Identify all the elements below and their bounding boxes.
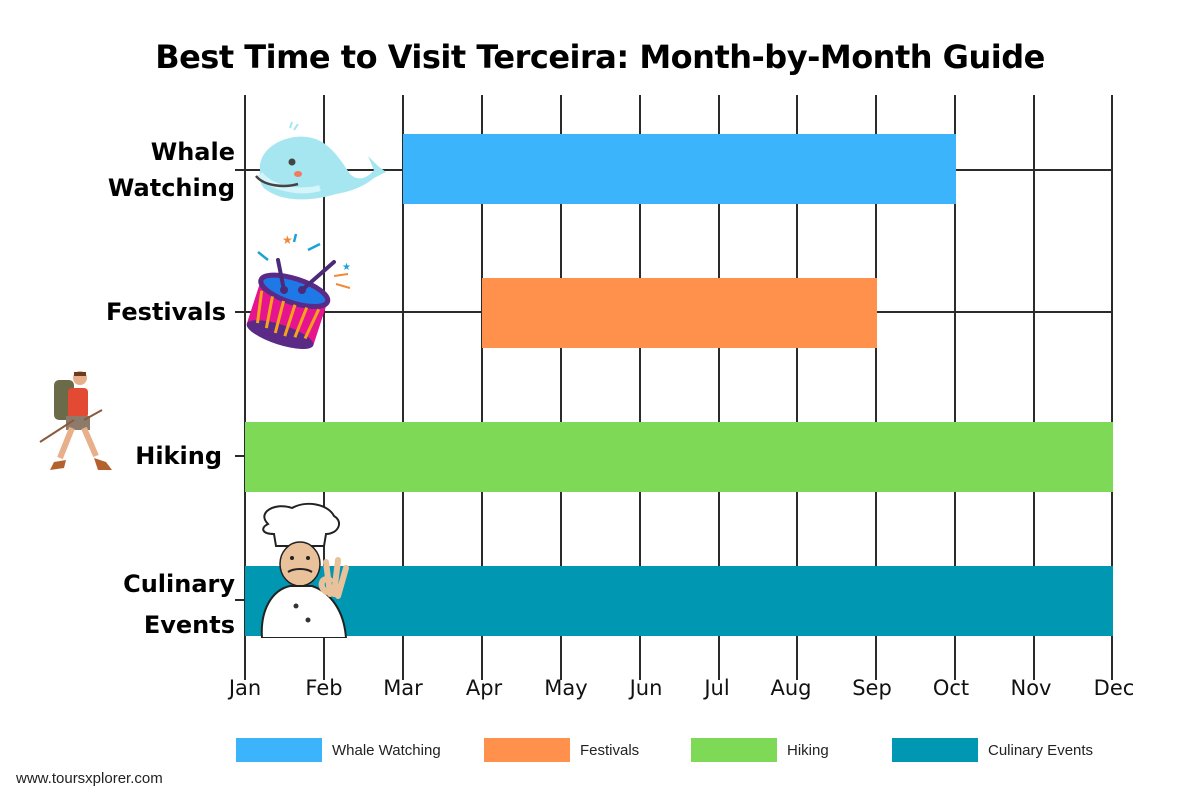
legend-swatch — [892, 738, 978, 762]
legend-item-festivals: Festivals — [484, 738, 639, 762]
xtick-label: Nov — [1010, 676, 1052, 700]
xtick-label: May — [544, 676, 588, 700]
ylabel-line: Whale — [150, 138, 235, 166]
xtick-label: Apr — [465, 676, 503, 700]
gridline-nov — [1033, 95, 1035, 680]
ytick-culinary — [235, 599, 245, 601]
legend-item-culinary-events: Culinary Events — [892, 738, 1093, 762]
xtick-label: Jul — [704, 676, 730, 700]
legend-item-whale-watching: Whale Watching — [236, 738, 441, 762]
bar-whale-watching — [403, 134, 956, 204]
whale-icon — [255, 122, 386, 200]
legend-label: Culinary Events — [988, 741, 1094, 759]
gridline-dec — [1111, 95, 1113, 680]
svg-text:★: ★ — [342, 262, 351, 273]
gridline-jan — [244, 95, 246, 680]
drum-icon: ★ ★ — [246, 233, 351, 349]
website-credit: www.toursxplorer.com — [16, 770, 163, 787]
xtick-label: Feb — [305, 676, 343, 700]
legend-item-hiking: Hiking — [691, 738, 829, 762]
legend-swatch — [236, 738, 322, 762]
gridline-jul — [718, 95, 720, 680]
ylabel-whale-watching: Whale Watching — [108, 134, 235, 206]
legend-label: Whale Watching — [332, 741, 441, 759]
gridline-sep — [875, 95, 877, 680]
legend-label: Hiking — [787, 741, 829, 759]
gridline-may — [560, 95, 562, 680]
xtick-label: Aug — [770, 676, 812, 700]
hiker-icon — [39, 371, 112, 470]
bar-hiking — [245, 422, 1113, 492]
xtick-label: Sep — [852, 676, 892, 700]
xtick-label: Jan — [228, 676, 262, 700]
ytick-hiking — [235, 455, 245, 457]
ylabel-culinary-events: Culinary Events — [123, 564, 235, 646]
gridline-feb — [323, 95, 325, 680]
legend-swatch — [484, 738, 570, 762]
xtick-label: Mar — [383, 676, 423, 700]
xtick-label: Dec — [1093, 676, 1135, 700]
gridline-apr — [481, 95, 483, 680]
ylabel-hiking: Hiking — [135, 438, 222, 474]
chart-title: Best Time to Visit Terceira: Month-by-Mo… — [155, 38, 1045, 76]
gridline-jun — [639, 95, 641, 680]
legend-label: Festivals — [580, 741, 640, 759]
gridline-aug — [796, 95, 798, 680]
legend-swatch — [691, 738, 777, 762]
ylabel-line: Events — [143, 611, 235, 639]
gridline-oct — [954, 95, 956, 680]
xtick-label: Jun — [629, 676, 663, 700]
ylabel-line: Watching — [107, 174, 235, 202]
ylabel-line: Festivals — [105, 298, 226, 326]
gridline-mar — [402, 95, 404, 680]
xtick-label: Oct — [932, 676, 970, 700]
svg-text:★: ★ — [282, 233, 293, 247]
ylabel-festivals: Festivals — [106, 294, 226, 330]
chef-icon — [260, 502, 349, 638]
ylabel-line: Culinary — [123, 570, 235, 598]
bar-culinary-events — [245, 566, 1113, 636]
ylabel-line: Hiking — [135, 442, 222, 470]
bar-festivals — [482, 278, 877, 348]
